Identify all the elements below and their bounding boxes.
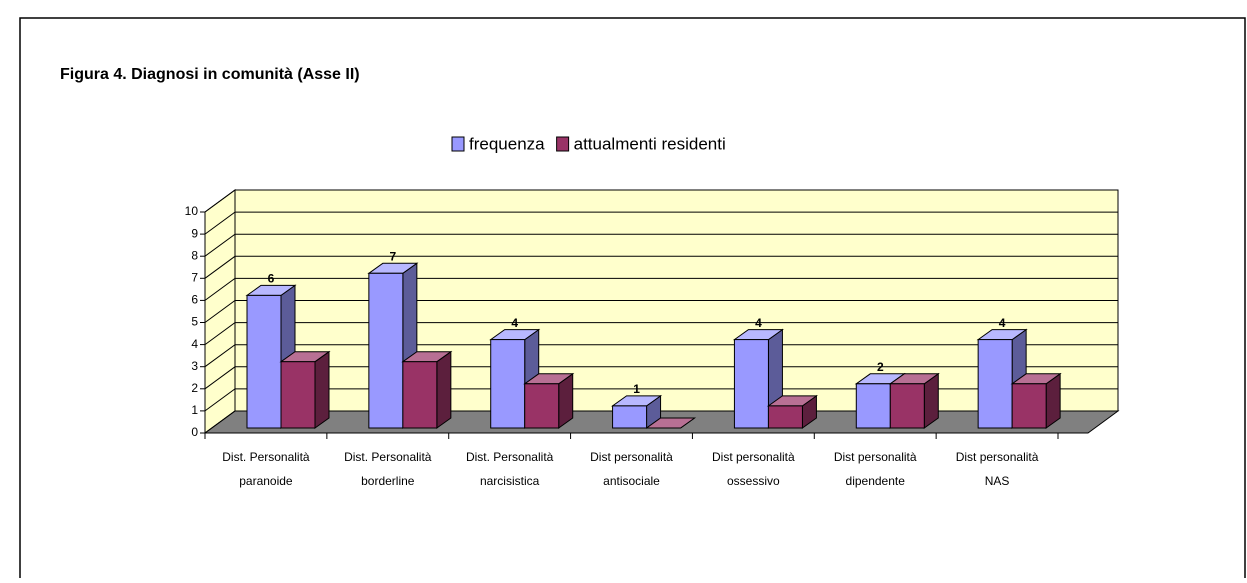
y-tick-label: 8: [191, 248, 198, 262]
x-tick-label: Dist personalità ossessivo: [712, 450, 795, 488]
legend: frequenza attualmenti residenti: [451, 134, 726, 153]
bar: [976, 328, 1028, 429]
bar: [766, 394, 818, 429]
y-tick-label: 6: [191, 293, 198, 307]
bar-front: [767, 405, 803, 429]
x-tick-label: Dist personalità antisociale: [590, 450, 673, 488]
grid-line: [204, 366, 1118, 390]
bar-front: [402, 361, 438, 429]
chart-title: Figura 4. Diagnosi in comunità (Asse II): [60, 66, 360, 83]
y-tick-label: 7: [191, 270, 198, 284]
bar: [645, 417, 697, 429]
bar: [888, 372, 940, 429]
grid-line: [204, 344, 1118, 368]
y-tick-label: 4: [191, 337, 198, 351]
bar-front: [612, 405, 648, 429]
data-label: 6: [268, 272, 275, 286]
y-tick-label: 0: [191, 425, 198, 439]
x-tick-label: Dist personalità dipendente: [834, 450, 917, 488]
grid-line: [204, 300, 1118, 323]
bar-front: [1011, 383, 1047, 429]
bar-front: [246, 294, 282, 429]
legend-label: frequenza: [469, 134, 545, 153]
grid-line: [204, 410, 1118, 434]
data-label: 7: [390, 249, 397, 263]
bar-front: [855, 383, 891, 429]
bar-front: [889, 383, 925, 429]
y-tick-label: 10: [185, 204, 199, 218]
bar-front: [280, 361, 316, 429]
bar-front: [977, 339, 1013, 429]
y-tick-label: 5: [191, 315, 198, 329]
data-label: 4: [755, 316, 762, 330]
bar-top: [645, 417, 697, 429]
grid-line: [204, 233, 1118, 257]
data-label: 4: [511, 316, 518, 330]
bar-front: [733, 339, 769, 429]
legend-swatch: [451, 136, 465, 152]
x-tick-label: Dist. Personalità narcisistica: [466, 450, 554, 488]
data-label: 2: [877, 360, 884, 374]
bar-front: [524, 383, 560, 429]
bar-front: [368, 272, 404, 429]
grid-line: [204, 277, 1118, 301]
legend-swatch: [556, 136, 570, 152]
data-label: 1: [633, 382, 640, 396]
bar: [523, 372, 575, 429]
bar: [401, 350, 453, 429]
bar-front: [490, 339, 526, 429]
y-tick-label: 1: [191, 403, 198, 417]
y-tick-label: 9: [191, 226, 198, 240]
y-tick-label: 3: [191, 359, 198, 373]
grid-line: [204, 255, 1118, 279]
legend-label: attualmenti residenti: [574, 134, 726, 153]
data-label: 4: [999, 316, 1006, 330]
x-tick-label: Dist. Personalità paranoide: [222, 450, 310, 488]
bar: [1010, 372, 1062, 429]
x-tick-label: Dist. Personalità borderline: [344, 450, 432, 488]
bar: [279, 350, 331, 429]
x-tick-label: Dist personalità NAS: [956, 450, 1039, 488]
bar-side: [436, 350, 452, 429]
grid-line: [204, 322, 1118, 346]
bar-side: [314, 350, 330, 429]
y-tick-label: 2: [191, 381, 198, 395]
grid-line: [204, 388, 1118, 412]
grid-line: [204, 189, 1118, 213]
grid-line: [204, 211, 1118, 235]
